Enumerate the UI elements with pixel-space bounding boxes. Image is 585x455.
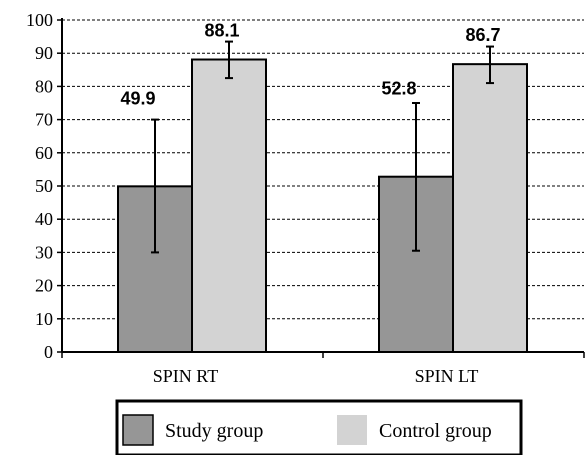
labels: 49.9 88.1 SPIN RT 52.8 86.7 SPIN LT	[120, 21, 500, 386]
y-tick-label-100: 100	[26, 10, 53, 30]
legend-label-1: Control group	[379, 420, 492, 442]
y-tick-label-10: 10	[35, 309, 53, 329]
y-tick-label-60: 60	[35, 143, 53, 163]
y-tick-label-90: 90	[35, 43, 53, 63]
y-tick-label-30: 30	[35, 242, 53, 262]
x-category-label-1: SPIN LT	[415, 366, 479, 386]
legend-swatch-0	[122, 414, 154, 446]
axes: 0 10 20 30 40 50 60 70 80 90 100	[26, 10, 585, 362]
y-tick-label-20: 20	[35, 276, 53, 296]
bars	[117, 58, 528, 354]
legend-swatch-1	[337, 415, 367, 445]
y-tick-label-80: 80	[35, 76, 53, 96]
bar-control-group-0	[191, 58, 267, 354]
legend: Study group Control group	[115, 399, 523, 455]
x-category-label-0: SPIN RT	[153, 366, 218, 386]
y-tick-label-0: 0	[44, 342, 53, 362]
data-label-0-1: 52.8	[381, 79, 416, 99]
data-label-1-0: 88.1	[204, 21, 239, 41]
y-tick-label-70: 70	[35, 110, 53, 130]
error-bars	[151, 40, 494, 254]
data-label-0-0: 49.9	[120, 88, 155, 108]
legend-box	[115, 399, 523, 455]
y-tick-label-50: 50	[35, 176, 53, 196]
y-tick-label-40: 40	[35, 209, 53, 229]
data-label-1-1: 86.7	[465, 25, 500, 45]
legend-label-0: Study group	[165, 420, 263, 442]
bar-control-group-1	[452, 63, 528, 353]
